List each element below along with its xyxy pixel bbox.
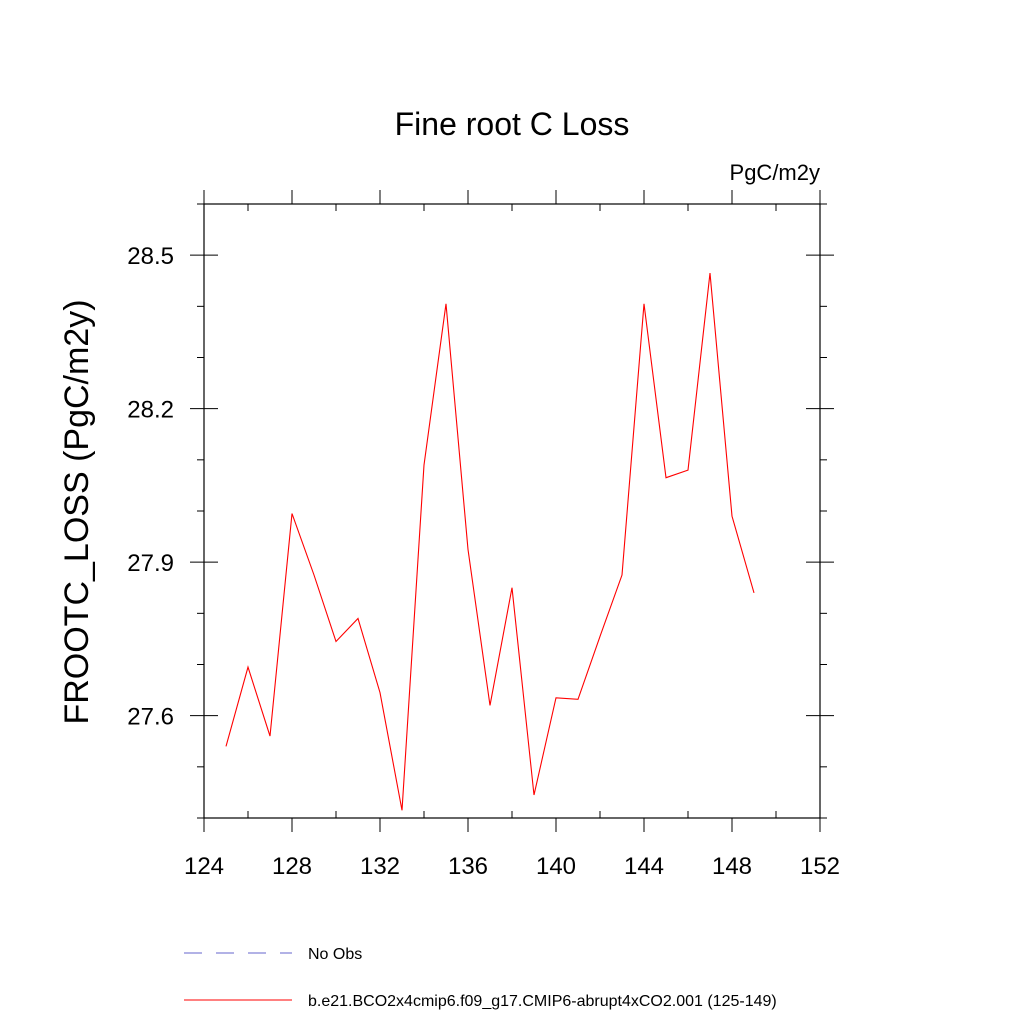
legend-label: b.e21.BCO2x4cmip6.f09_g17.CMIP6-abrupt4x…	[308, 993, 777, 1010]
axis-ticks: 124 128 132 136 140 144 148 152 27.6 27.9 28.2 28.5	[127, 190, 840, 880]
x-tick-label: 132	[360, 853, 400, 880]
y-axis-title: FROOTC_LOSS (PgC/m2y)	[58, 299, 96, 724]
x-tick-label: 128	[272, 853, 312, 880]
legend-label: No Obs	[308, 946, 362, 963]
plot-frame	[203, 203, 821, 819]
legend: No Obs b.e21.BCO2x4cmip6.f09_g17.CMIP6-ab…	[184, 946, 777, 1010]
y-tick-label: 28.5	[127, 243, 174, 270]
series-group	[225, 273, 755, 811]
units-label: PgC/m2y	[730, 160, 820, 185]
y-tick-label: 27.6	[127, 704, 174, 731]
series-line	[225, 273, 755, 811]
x-tick-label: 140	[536, 853, 576, 880]
chart-title: Fine root C Loss	[395, 106, 630, 142]
x-tick-label: 124	[184, 853, 224, 880]
y-tick-label: 27.9	[127, 550, 174, 577]
x-tick-label: 136	[448, 853, 488, 880]
x-tick-label: 152	[800, 853, 840, 880]
y-tick-label: 28.2	[127, 397, 174, 424]
x-tick-label: 148	[712, 853, 752, 880]
x-tick-label: 144	[624, 853, 664, 880]
